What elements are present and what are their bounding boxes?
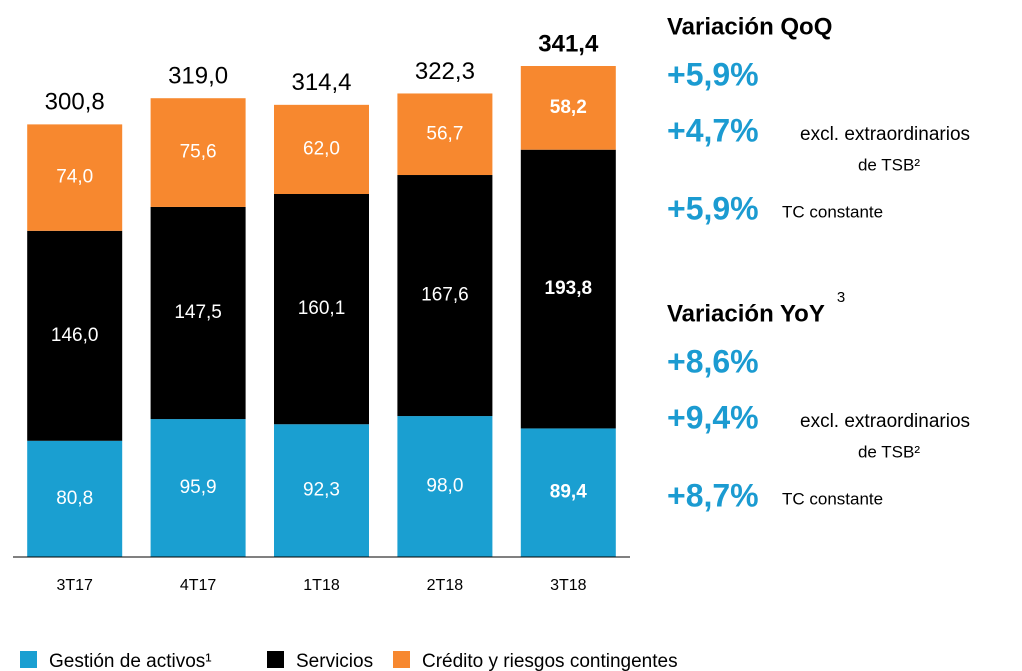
x-tick-label: 4T17 [180, 577, 217, 594]
bar-segment [150, 419, 246, 557]
x-tick-label: 1T18 [303, 577, 340, 594]
x-tick-label: 3T17 [56, 577, 93, 594]
segment-label: 167,6 [421, 285, 469, 306]
change-value: +5,9% [667, 56, 759, 92]
panel-title-note: 3 [837, 289, 845, 306]
bar-segment [274, 104, 369, 194]
bar-segment [274, 193, 369, 425]
total-label: 322,3 [415, 58, 475, 85]
change-value: +5,9% [667, 190, 759, 226]
x-tick-label: 2T18 [427, 577, 464, 594]
change-note: excl. extraordinarios [800, 411, 970, 432]
change-value: +8,7% [667, 477, 759, 513]
bar-segment [520, 66, 616, 150]
bar-segment [274, 424, 369, 557]
legend-label: Gestión de activos¹ [49, 651, 212, 671]
segment-label: 56,7 [426, 123, 463, 144]
segment-label: 80,8 [56, 488, 93, 509]
segment-label: 74,0 [56, 167, 93, 188]
bar-segment [520, 149, 616, 429]
panel-title: Variación YoY [667, 300, 825, 327]
segment-label: 89,4 [550, 482, 587, 503]
segment-label: 147,5 [174, 302, 222, 323]
bar-segment [27, 124, 123, 231]
legend-swatch [20, 651, 37, 668]
bar-segment [397, 416, 493, 557]
change-note: excl. extraordinarios [800, 124, 970, 145]
legend-label: Crédito y riesgos contingentes [422, 651, 678, 671]
segment-label: 58,2 [550, 97, 587, 118]
bar-segment [397, 93, 493, 176]
bar-segment [520, 428, 616, 557]
legend-label: Servicios [296, 651, 373, 671]
segment-label: 62,0 [303, 138, 340, 159]
segment-label: 92,3 [303, 480, 340, 501]
segment-label: 146,0 [51, 325, 99, 346]
legend-swatch [393, 651, 410, 668]
bar-segment [397, 175, 493, 417]
change-note: de TSB² [858, 155, 920, 174]
change-note: de TSB² [858, 442, 920, 461]
change-value: +8,6% [667, 343, 759, 379]
bar-segment [150, 98, 246, 207]
total-label: 341,4 [538, 30, 599, 57]
bar-segment [27, 230, 123, 441]
segment-label: 193,8 [545, 278, 593, 299]
total-label: 300,8 [45, 89, 105, 116]
segment-label: 160,1 [298, 298, 346, 319]
change-note: TC constante [782, 489, 883, 508]
change-value: +4,7% [667, 112, 759, 148]
total-label: 319,0 [168, 63, 228, 90]
panel-title: Variación QoQ [667, 13, 832, 40]
bar-segment [150, 206, 246, 420]
x-tick-label: 3T18 [550, 577, 587, 594]
segment-label: 75,6 [180, 142, 217, 163]
legend-swatch [267, 651, 284, 668]
change-note: TC constante [782, 202, 883, 221]
total-label: 314,4 [291, 69, 351, 96]
segment-label: 98,0 [426, 476, 463, 497]
bar-segment [27, 440, 123, 557]
change-value: +9,4% [667, 399, 759, 435]
segment-label: 95,9 [180, 477, 217, 498]
